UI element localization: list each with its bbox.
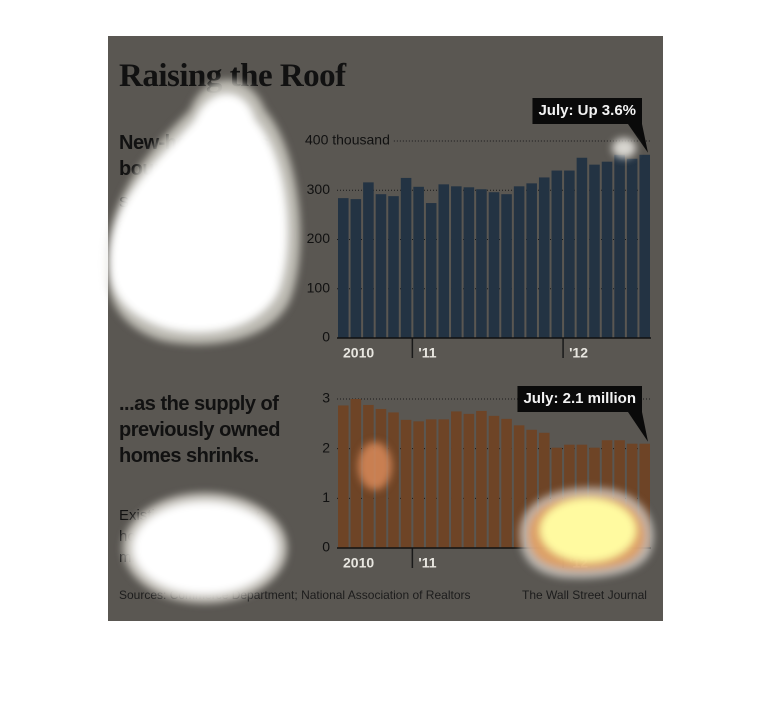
x-tick-label: '12 [569,555,588,571]
bar [451,186,462,338]
x-tick-label: 2010 [343,555,374,571]
bar [576,157,588,338]
bar [375,408,387,548]
subtitle: Sales at seasonally adjusted annual rate [119,194,255,232]
bar [375,194,387,338]
bar [451,411,462,548]
annotation-pointer [628,412,648,442]
bar [413,186,424,338]
bar [400,177,412,338]
bar [513,425,525,548]
x-tick-label: '11 [418,345,436,361]
y-tick-label: 0 [322,539,330,555]
bar [639,154,650,338]
bar [425,203,437,338]
bar [476,189,487,338]
x-tick-label: '11 [418,555,436,571]
y-tick-label: 0 [322,329,330,345]
credit: The Wall Street Journal [522,588,647,602]
subtitle: Existing single-family homes for sale, i… [119,507,260,566]
bar [614,440,625,548]
bar [601,161,613,338]
bar [501,418,512,548]
y-tick-label: 300 [307,181,331,197]
headline: ...as the supply of previously owned hom… [119,393,280,467]
y-tick-label: 200 [307,230,331,246]
bar [501,194,512,338]
bar [626,443,638,548]
bar [488,415,500,548]
bar [526,429,537,548]
annotation: July: 2.1 million [523,390,636,407]
bar [463,413,475,548]
y-tick-label: 3 [322,390,330,406]
bar [526,183,537,338]
bar [589,164,600,338]
bar [576,444,588,548]
bar [350,199,362,338]
bar [488,192,500,338]
bar [601,440,613,548]
bar [338,405,349,548]
bar [564,170,575,338]
bar [388,196,399,338]
y-tick-label: 100 [307,279,331,295]
x-tick-label: 2010 [343,345,374,361]
bar [363,182,374,338]
annotation-box [517,386,642,412]
bar [551,447,563,548]
bar [413,421,424,548]
bar [538,177,550,338]
bar [551,170,563,338]
annotation-pointer [628,124,648,153]
annotation-box [532,98,642,124]
bar [438,184,450,338]
y-tick-label: 2 [322,439,330,455]
bar [388,412,399,548]
bar [400,419,412,548]
bar [338,198,349,338]
bar [476,410,487,548]
bar [564,444,575,548]
bar [614,154,625,338]
x-tick-label: '12 [569,345,588,361]
bar [363,404,374,548]
bar [639,443,650,548]
bar [513,186,525,338]
title: Raising the Roof [119,58,346,94]
y-tick-label: 1 [322,489,330,505]
annotation: July: Up 3.6% [538,102,636,119]
bar [438,419,450,548]
bar [350,399,362,548]
source: Sources: Commerce Department; National A… [119,588,471,602]
y-tick-label: 400 thousand [305,132,390,148]
bar [626,158,638,338]
headline: New-home sales bounce... [119,132,269,180]
bar [425,419,437,548]
bar [538,432,550,548]
bar [589,447,600,548]
bar [463,187,475,338]
